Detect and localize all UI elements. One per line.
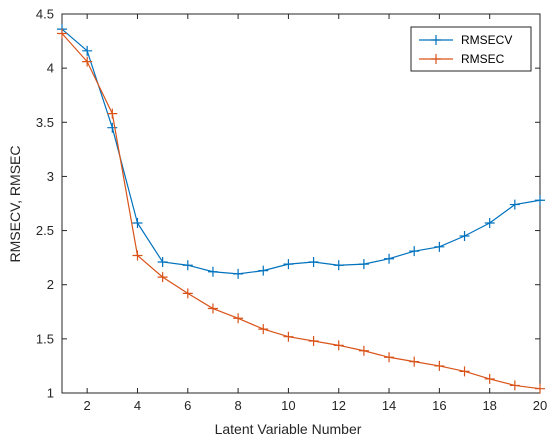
data-point-rmsec <box>258 324 269 335</box>
data-point-rmsecv <box>384 253 395 264</box>
data-point-rmsecv <box>132 217 143 228</box>
data-point-rmsec <box>333 340 344 351</box>
data-point-rmsecv <box>258 265 269 276</box>
data-point-rmsecv <box>182 260 193 271</box>
y-tick-label: 1.5 <box>36 331 54 346</box>
data-point-rmsec <box>107 108 118 119</box>
data-point-rmsecv <box>535 195 545 206</box>
y-tick-label: 3 <box>47 169 54 184</box>
legend-box <box>410 26 532 72</box>
data-point-rmsec <box>132 250 143 261</box>
data-point-rmsecv <box>459 230 470 241</box>
plot-area: 2 4 6 8 10 12 14 16 18 20 1 1.5 2 2.5 3 3.5 4 4.5 <box>36 7 547 414</box>
y-tick-label: 1 <box>47 386 54 401</box>
x-tick-label: 12 <box>332 398 346 413</box>
legend-marker-icon <box>431 54 441 64</box>
x-tick-label: 6 <box>184 398 191 413</box>
data-point-rmsec <box>358 345 369 356</box>
series-line-rmsecv <box>61 28 541 275</box>
x-tick-label: 10 <box>281 398 295 413</box>
data-point-rmsec <box>82 56 93 67</box>
data-point-rmsec <box>409 356 420 367</box>
data-point-rmsec <box>384 352 395 363</box>
data-point-rmsec <box>459 366 470 377</box>
data-point-rmsecv <box>509 199 520 210</box>
legend: RMSECV RMSEC <box>410 26 532 72</box>
x-tick-label: 2 <box>84 398 91 413</box>
x-tick-label: 16 <box>432 398 446 413</box>
data-point-rmsec <box>509 380 520 391</box>
x-tick-label: 20 <box>533 398 547 413</box>
data-point-rmsec <box>182 288 193 299</box>
legend-item-rmsecv: RMSECV <box>419 33 512 47</box>
y-tick-label: 3.5 <box>36 115 54 130</box>
legend-item-rmsec: RMSEC <box>419 52 505 66</box>
series-rmsec <box>57 28 545 394</box>
data-point-rmsecv <box>484 217 495 228</box>
data-point-rmsec <box>207 303 218 314</box>
data-point-rmsec <box>535 383 545 394</box>
data-point-rmsec <box>283 331 294 342</box>
data-point-rmsec <box>57 28 67 39</box>
y-tick-label: 2.5 <box>36 223 54 238</box>
data-point-rmsecv <box>207 266 218 277</box>
y-tick-label: 4.5 <box>36 7 54 22</box>
x-axis-title: Latent Variable Number <box>215 421 362 437</box>
y-axis-title: RMSECV, RMSEC <box>7 146 23 263</box>
data-point-rmsecv <box>283 259 294 270</box>
data-point-rmsec <box>308 336 319 347</box>
data-point-rmsecv <box>333 260 344 271</box>
data-point-rmsecv <box>107 122 118 133</box>
data-point-rmsecv <box>233 268 244 279</box>
legend-marker-icon <box>431 35 441 45</box>
x-tick-label: 18 <box>482 398 496 413</box>
data-point-rmsec <box>157 272 168 283</box>
x-tick-label: 4 <box>134 398 141 413</box>
data-point-rmsecv <box>157 256 168 267</box>
legend-label: RMSEC <box>461 52 505 66</box>
y-tick-label: 2 <box>47 277 54 292</box>
data-point-rmsecv <box>82 45 93 56</box>
data-point-rmsecv <box>434 241 445 252</box>
series-rmsecv <box>57 24 545 279</box>
data-point-rmsecv <box>409 246 420 257</box>
y-tick-label: 4 <box>47 61 54 76</box>
data-point-rmsecv <box>308 256 319 267</box>
series-line-rmsec <box>61 33 541 390</box>
data-point-rmsec <box>233 313 244 324</box>
data-point-rmsecv <box>358 259 369 270</box>
x-tick-label: 8 <box>234 398 241 413</box>
legend-label: RMSECV <box>461 33 512 47</box>
x-tick-label: 14 <box>382 398 396 413</box>
data-point-rmsec <box>484 373 495 384</box>
data-point-rmsec <box>434 360 445 371</box>
